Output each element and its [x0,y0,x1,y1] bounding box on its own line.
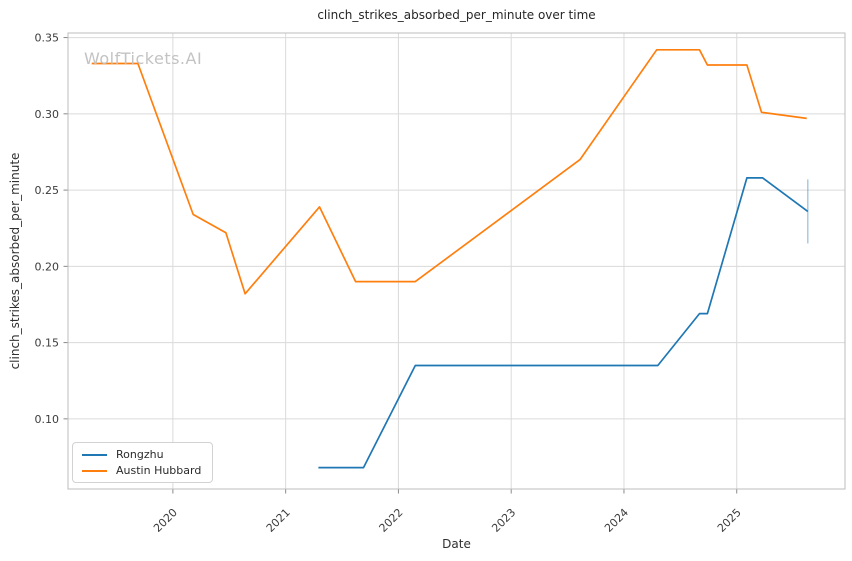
x-tick-label: 2021 [264,506,293,535]
legend-item-austin-hubbard: Austin Hubbard [82,464,203,477]
x-tick-label: 2025 [715,506,744,535]
y-tick-label: 0.30 [35,108,60,121]
series-line-rongzhu [318,177,809,469]
y-tick-label: 0.35 [35,32,60,45]
y-tick-label: 0.15 [35,337,60,350]
legend-swatch-austin-hubbard [82,469,107,472]
plot-frame [67,32,846,490]
x-tick-label: 2020 [151,506,180,535]
legend-label-rongzhu: Rongzhu [116,448,164,461]
x-axis-label: Date [442,537,471,551]
x-tick-label: 2023 [489,506,518,535]
legend-item-rongzhu: Rongzhu [82,448,203,461]
x-tick-label: 2024 [602,506,631,535]
x-tick-label: 2022 [377,506,406,535]
y-tick-label: 0.10 [35,413,60,426]
y-tick-label: 0.25 [35,184,60,197]
legend: Rongzhu Austin Hubbard [72,442,213,483]
legend-label-austin-hubbard: Austin Hubbard [116,464,202,477]
chart-title: clinch_strikes_absorbed_per_minute over … [317,8,596,22]
series-line-austin-hubbard [91,48,807,295]
y-tick-label: 0.20 [35,260,60,273]
legend-swatch-rongzhu [82,453,107,456]
watermark: WolfTickets.AI [84,49,203,68]
